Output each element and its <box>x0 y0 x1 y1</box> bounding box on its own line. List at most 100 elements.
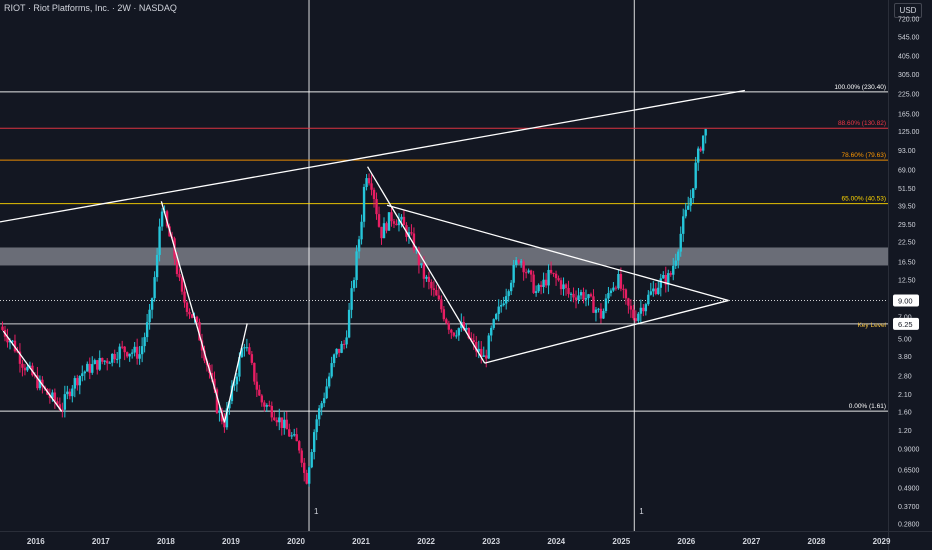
candle-body-20 <box>51 392 54 398</box>
price-tick-5: 165.00 <box>898 111 920 118</box>
candle-body-13 <box>33 375 37 377</box>
candle-body-142 <box>355 251 358 281</box>
candle-body-281 <box>701 135 705 151</box>
candle-body-139 <box>347 309 351 338</box>
fib-level-label-4: 65.00% (40.53) <box>842 196 886 203</box>
candle-body-58 <box>145 322 149 338</box>
candle-body-177 <box>442 309 446 320</box>
price-label-1: 9.00 <box>898 296 913 305</box>
candle-body-276 <box>689 198 692 206</box>
candle-body-187 <box>467 327 470 339</box>
price-tick-10: 39.50 <box>898 203 916 210</box>
candle-body-53 <box>133 346 136 353</box>
candle-body-23 <box>58 404 62 410</box>
fib-level-label-5: 0.00% (1.61) <box>849 403 886 410</box>
candle-body-132 <box>330 363 333 377</box>
candle-body-27 <box>68 391 72 397</box>
candle-body-218 <box>544 279 548 286</box>
time-tick-2026: 2026 <box>677 537 695 546</box>
candle-body-41 <box>103 360 106 362</box>
candle-body-35 <box>88 363 91 373</box>
candle-body-130 <box>325 386 328 399</box>
candle-body-109 <box>273 417 276 421</box>
candle-body-163 <box>407 232 411 237</box>
candle-body-14 <box>36 375 39 389</box>
candle-body-207 <box>517 260 520 263</box>
price-label-box-1 <box>893 294 919 307</box>
candle-body-61 <box>153 277 156 299</box>
candle-body-33 <box>83 371 86 374</box>
candle-body-43 <box>108 362 111 364</box>
candle-body-181 <box>452 332 456 336</box>
time-tick-2022: 2022 <box>417 537 435 546</box>
candle-body-245 <box>612 287 615 291</box>
candle-body-103 <box>258 389 261 396</box>
candle-body-134 <box>335 348 338 355</box>
candle-body-100 <box>250 354 254 363</box>
price-tick-21: 2.10 <box>898 392 912 399</box>
candle-body-79 <box>198 322 201 341</box>
candle-body-268 <box>669 273 672 275</box>
price-tick-26: 0.4900 <box>898 486 920 493</box>
candle-body-37 <box>93 360 96 365</box>
candle-body-25 <box>63 394 67 410</box>
candle-body-259 <box>647 294 650 305</box>
candle-body-209 <box>522 261 525 273</box>
candle-body-9 <box>23 367 27 371</box>
candle-body-120 <box>300 450 303 463</box>
candle-body-250 <box>624 289 628 299</box>
candle-body-150 <box>375 199 378 215</box>
candle-body-97 <box>243 347 246 349</box>
candle-body-5 <box>13 340 17 352</box>
candle-body-3 <box>8 340 12 343</box>
candle-body-192 <box>480 348 483 357</box>
candle-body-76 <box>190 314 194 318</box>
candle-body-94 <box>235 376 239 385</box>
candle-body-62 <box>155 254 159 278</box>
candle-body-84 <box>210 372 214 379</box>
candle-body-85 <box>213 378 216 390</box>
candle-body-161 <box>402 216 406 226</box>
candle-body-251 <box>627 298 630 306</box>
candle-body-114 <box>285 419 288 430</box>
trendline-1 <box>0 89 745 223</box>
candle-body-228 <box>569 293 573 295</box>
candle-body-127 <box>317 408 321 420</box>
candle-body-221 <box>552 272 555 274</box>
symbol-title: RIOT · Riot Platforms, Inc. · 2W · NASDA… <box>4 3 177 13</box>
candle-body-111 <box>278 417 281 423</box>
time-tick-2024: 2024 <box>547 537 565 546</box>
candle-body-188 <box>470 338 473 341</box>
candle-body-146 <box>365 178 368 187</box>
candle-body-178 <box>445 319 448 324</box>
candle-body-247 <box>617 273 620 289</box>
candle-body-217 <box>542 279 545 287</box>
candle-body-48 <box>120 346 124 348</box>
candle-body-253 <box>632 309 635 319</box>
price-tick-19: 3.80 <box>898 354 912 361</box>
candle-body-211 <box>527 270 530 273</box>
price-tick-3: 305.00 <box>898 72 920 79</box>
candle-body-225 <box>562 284 565 290</box>
candle-body-108 <box>270 405 273 418</box>
fib-level-label-1: 100.00% (230.40) <box>834 84 886 91</box>
candle-body-70 <box>175 258 179 275</box>
candle-body-246 <box>614 287 618 289</box>
time-axis-separator <box>0 531 932 532</box>
candle-body-151 <box>377 214 381 227</box>
candle-body-34 <box>86 363 89 372</box>
fib-level-label-2: 88.60% (130.82) <box>838 120 886 127</box>
candle-body-226 <box>564 284 568 288</box>
candle-body-236 <box>589 294 593 297</box>
candle-body-90 <box>225 408 229 428</box>
candle-body-46 <box>115 358 119 360</box>
candle-body-164 <box>410 232 413 234</box>
currency-badge[interactable]: USD <box>894 3 922 18</box>
candle-body-22 <box>56 401 59 405</box>
candle-body-272 <box>679 233 682 252</box>
candle-body-215 <box>537 284 540 292</box>
candle-body-96 <box>240 348 244 358</box>
price-tick-13: 16.50 <box>898 259 916 266</box>
candle-body-115 <box>288 429 291 437</box>
